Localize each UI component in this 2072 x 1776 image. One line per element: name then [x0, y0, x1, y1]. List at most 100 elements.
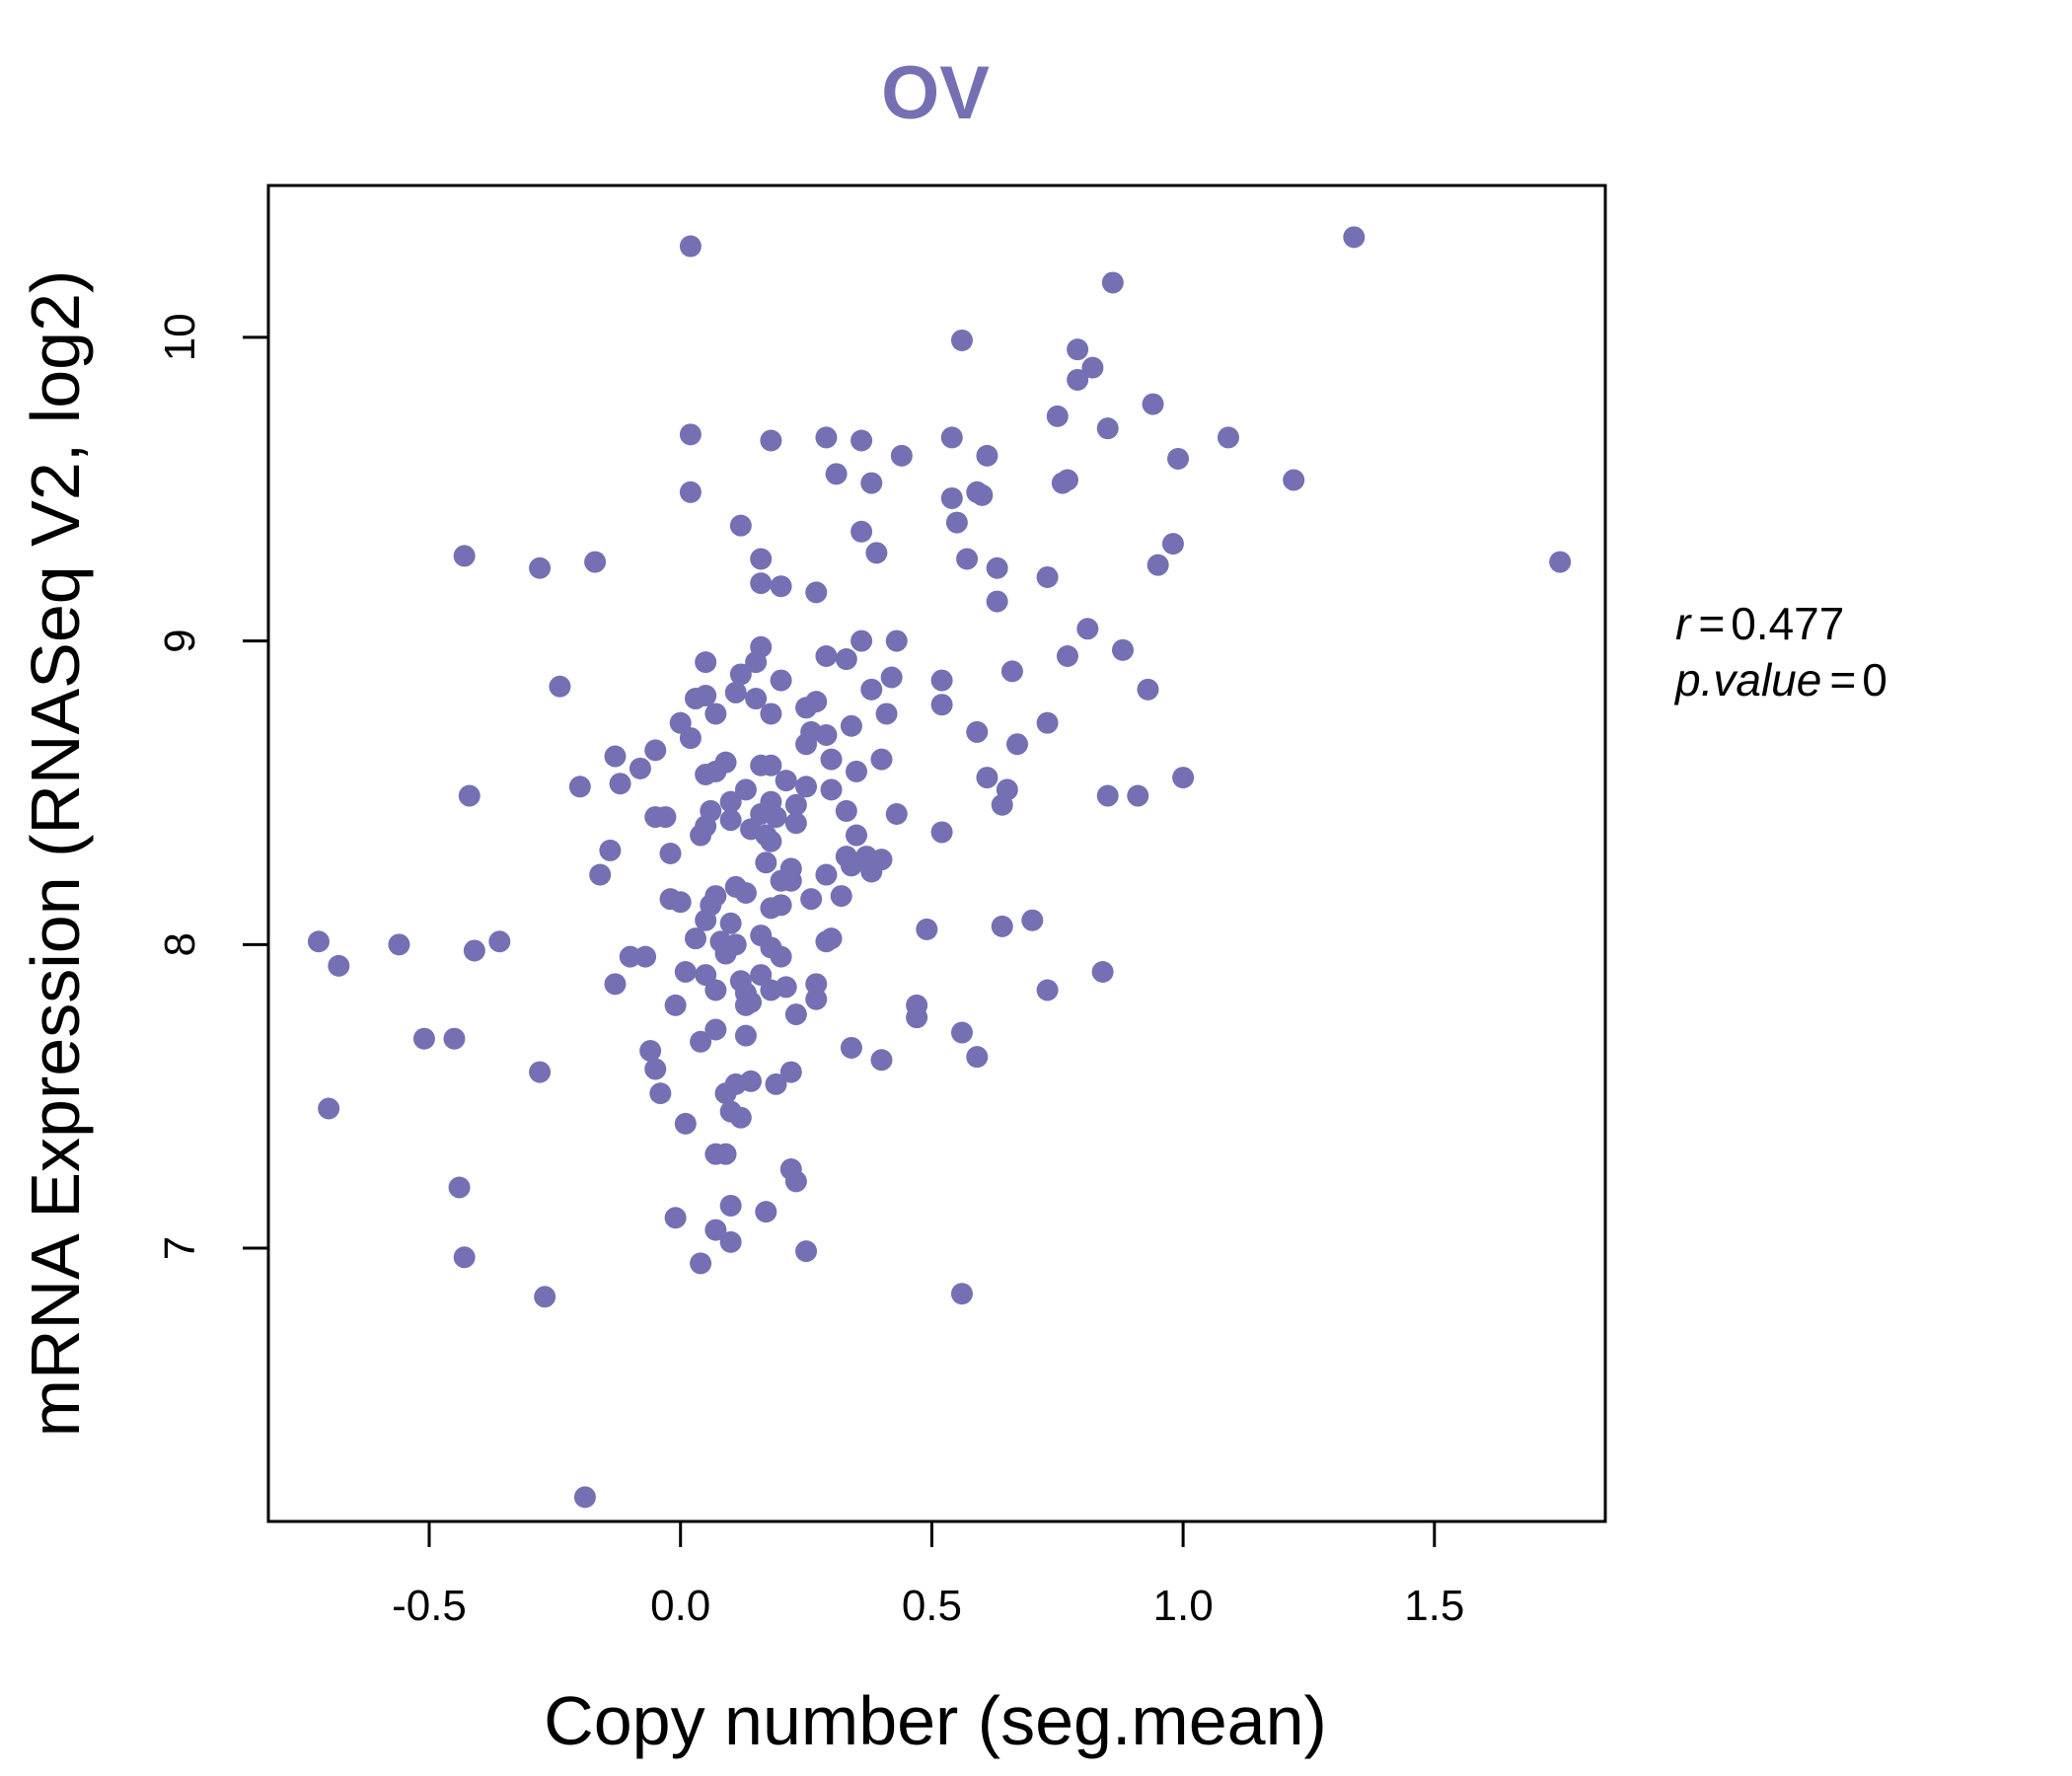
data-point	[945, 511, 968, 534]
data-point	[529, 556, 552, 579]
data-point	[412, 1027, 435, 1050]
data-point	[684, 927, 706, 950]
x-tick-label: 1.5	[1404, 1582, 1464, 1630]
data-point	[835, 799, 857, 822]
data-point	[1101, 271, 1124, 294]
data-point	[695, 651, 717, 674]
data-point	[534, 1286, 556, 1308]
data-point	[690, 1252, 712, 1275]
data-point	[1172, 767, 1195, 789]
data-point	[770, 669, 792, 692]
y-tick-label: 8	[156, 932, 204, 956]
data-point	[860, 472, 883, 494]
data-point	[679, 235, 702, 258]
data-point	[1217, 426, 1239, 449]
data-point	[950, 329, 973, 351]
data-point	[805, 973, 828, 996]
data-point	[971, 483, 994, 506]
data-point	[1046, 405, 1069, 427]
data-point	[940, 426, 963, 449]
data-point	[463, 939, 485, 962]
data-point	[690, 824, 712, 847]
data-point	[1137, 678, 1159, 701]
data-point	[704, 760, 727, 782]
data-point	[870, 748, 893, 771]
data-point	[851, 429, 873, 452]
x-tick-label: -0.5	[392, 1582, 467, 1630]
data-point	[765, 806, 787, 829]
data-point	[388, 933, 410, 956]
data-point	[1111, 638, 1134, 661]
data-point	[966, 1046, 989, 1069]
data-point	[745, 651, 768, 674]
data-point	[644, 739, 667, 762]
data-point	[795, 1240, 818, 1263]
p-label: p.value	[1673, 654, 1821, 705]
p-stat: p.value = 0	[1673, 654, 1887, 705]
data-point	[830, 885, 852, 908]
data-point	[714, 1082, 737, 1105]
data-point	[784, 1003, 807, 1026]
data-point	[604, 973, 627, 996]
data-point	[940, 486, 963, 509]
data-point	[815, 863, 838, 886]
data-point	[704, 1018, 727, 1041]
data-point	[729, 514, 752, 537]
data-point	[1056, 644, 1078, 667]
data-point	[1056, 469, 1078, 491]
data-point	[930, 694, 953, 716]
data-point	[724, 681, 747, 703]
data-point	[840, 714, 862, 737]
data-point	[679, 481, 702, 503]
data-point	[704, 703, 727, 725]
data-point	[820, 748, 843, 771]
data-point	[956, 548, 979, 570]
data-point	[1127, 784, 1149, 807]
data-point	[755, 1201, 777, 1223]
correlation-annotation: r = 0.477 p.value = 0	[1673, 598, 1887, 705]
data-point	[845, 760, 867, 782]
data-point	[760, 429, 782, 452]
data-point	[885, 629, 908, 652]
data-point	[770, 945, 792, 968]
data-point	[549, 675, 571, 698]
data-point	[734, 778, 757, 801]
data-point	[589, 863, 612, 886]
data-point	[820, 927, 843, 950]
data-point	[719, 912, 742, 934]
data-point	[875, 703, 898, 725]
data-point	[986, 590, 1008, 613]
data-point	[890, 444, 913, 467]
p-equals: =	[1829, 654, 1856, 705]
data-point	[784, 793, 807, 816]
data-point	[770, 575, 792, 598]
x-tick-label: 1.0	[1153, 1582, 1214, 1630]
data-point	[654, 806, 677, 829]
data-point	[976, 767, 999, 789]
data-point	[1076, 618, 1099, 640]
r-label: r	[1675, 598, 1692, 649]
data-point	[568, 776, 591, 798]
data-point	[443, 1027, 466, 1050]
data-point	[1067, 338, 1089, 361]
data-point	[1036, 565, 1059, 588]
r-equals: =	[1698, 598, 1725, 649]
data-point	[950, 1283, 973, 1305]
x-tick-label: 0.0	[650, 1582, 710, 1630]
data-point	[906, 1006, 928, 1029]
data-point	[1147, 554, 1169, 576]
data-point	[760, 754, 782, 777]
y-tick-label: 7	[156, 1236, 204, 1260]
data-point	[307, 930, 330, 953]
data-point	[880, 666, 903, 689]
x-tick-label: 0.5	[902, 1582, 962, 1630]
r-stat: r = 0.477	[1675, 598, 1844, 649]
p-value: 0	[1862, 654, 1887, 705]
data-point	[815, 426, 838, 449]
data-point	[729, 1106, 752, 1129]
data-point	[815, 644, 838, 667]
data-point	[629, 757, 651, 779]
data-point	[991, 915, 1013, 937]
data-point	[815, 723, 838, 746]
